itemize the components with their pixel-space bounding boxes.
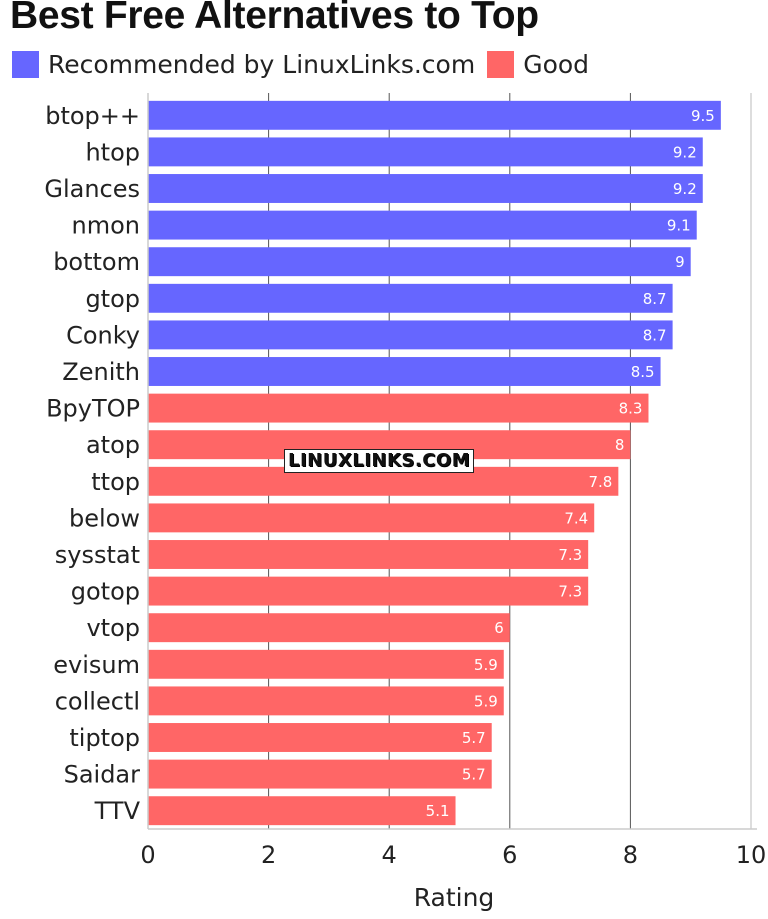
value-label-gotop: 7.3 (558, 583, 582, 601)
bar-gotop (148, 576, 589, 606)
value-label-ttop: 7.8 (588, 473, 612, 491)
category-label-atop: atop (86, 431, 140, 459)
legend-label-recommended: Recommended by LinuxLinks.com (48, 49, 476, 79)
category-label-htop: htop (85, 138, 140, 166)
value-label-Zenith: 8.5 (631, 363, 655, 381)
category-label-gotop: gotop (71, 578, 140, 606)
value-label-bottom: 9 (675, 253, 685, 271)
x-tick-label-2: 2 (261, 841, 276, 869)
x-tick-label-0: 0 (140, 841, 155, 869)
legend-swatch-good (487, 50, 515, 78)
value-label-btop++: 9.5 (691, 107, 715, 125)
bar-TTV (148, 796, 456, 826)
value-label-evisum: 5.9 (474, 656, 498, 674)
value-label-nmon: 9.1 (667, 217, 691, 235)
bar-vtop (148, 613, 510, 643)
bar-Saidar (148, 759, 492, 789)
bar-htop (148, 137, 703, 167)
category-label-nmon: nmon (72, 212, 140, 240)
value-label-sysstat: 7.3 (558, 546, 582, 564)
bar-BpyTOP (148, 393, 649, 423)
value-label-htop: 9.2 (673, 143, 697, 161)
category-label-Zenith: Zenith (62, 358, 140, 386)
bar-evisum (148, 649, 504, 679)
value-label-BpyTOP: 8.3 (619, 400, 643, 418)
bar-Conky (148, 320, 673, 350)
legend-item-good[interactable]: Good (487, 50, 589, 79)
category-label-Glances: Glances (44, 175, 140, 203)
category-label-BpyTOP: BpyTOP (46, 395, 140, 423)
category-label-Saidar: Saidar (64, 761, 141, 789)
value-label-gtop: 8.7 (643, 290, 667, 308)
value-label-tiptop: 5.7 (462, 729, 486, 747)
value-label-atop: 8 (615, 436, 625, 454)
category-label-btop++: btop++ (45, 102, 140, 130)
value-label-Glances: 9.2 (673, 180, 697, 198)
x-tick-label-4: 4 (382, 841, 397, 869)
x-tick-label-8: 8 (623, 841, 638, 869)
category-label-collectl: collectl (55, 687, 140, 715)
legend: Recommended by LinuxLinks.com Good (12, 46, 601, 82)
category-label-sysstat: sysstat (55, 541, 140, 569)
category-label-evisum: evisum (53, 651, 140, 679)
watermark: LINUXLINKS.COM (284, 449, 475, 473)
value-label-vtop: 6 (494, 619, 504, 637)
bar-collectl (148, 686, 504, 716)
value-label-collectl: 5.9 (474, 692, 498, 710)
value-label-TTV: 5.1 (426, 802, 450, 820)
category-label-gtop: gtop (85, 285, 140, 313)
value-label-Saidar: 5.7 (462, 766, 486, 784)
bar-gtop (148, 283, 673, 313)
chart-title: Best Free Alternatives to Top (10, 0, 539, 37)
x-tick-label-10: 10 (736, 841, 767, 869)
bar-below (148, 503, 595, 533)
x-axis-title: Rating (414, 883, 495, 912)
x-tick-label-6: 6 (502, 841, 517, 869)
category-label-TTV: TTV (94, 797, 141, 825)
legend-label-good: Good (523, 49, 590, 79)
value-label-Conky: 8.7 (643, 326, 667, 344)
legend-item-recommended[interactable]: Recommended by LinuxLinks.com (12, 50, 475, 79)
bar-nmon (148, 210, 697, 240)
category-label-bottom: bottom (53, 248, 140, 276)
category-label-vtop: vtop (86, 614, 140, 642)
bar-sysstat (148, 540, 589, 569)
bar-Zenith (148, 357, 661, 386)
bar-Glances (148, 174, 703, 203)
bar-btop++ (148, 100, 721, 130)
value-label-below: 7.4 (564, 509, 588, 527)
category-label-below: below (69, 504, 140, 532)
legend-swatch-recommended (12, 50, 39, 78)
category-label-tiptop: tiptop (69, 724, 140, 752)
category-label-Conky: Conky (66, 321, 140, 349)
category-label-ttop: ttop (91, 468, 140, 496)
bar-bottom (148, 247, 691, 277)
bar-tiptop (148, 723, 492, 752)
